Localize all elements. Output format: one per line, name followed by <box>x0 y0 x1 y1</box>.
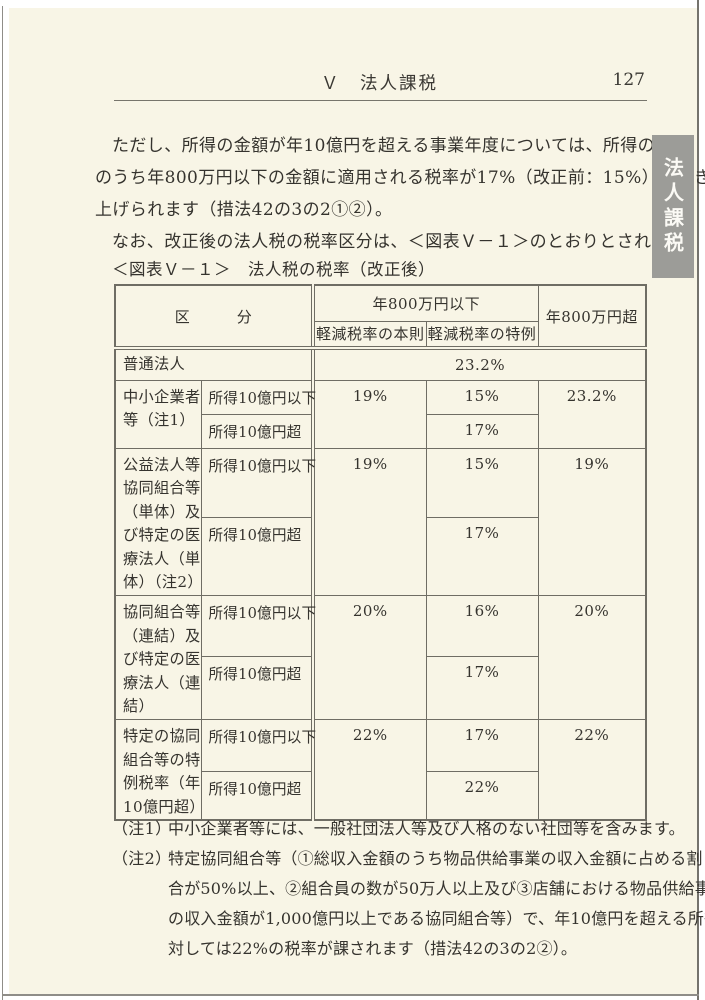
footnote-line: 合が50%以上、②組合員の数が50万人以上及び③店舗における物品供給事業 <box>168 879 705 898</box>
rate-kyodo-over8m: 20% <box>537 595 647 721</box>
rate-futsu-all: 23.2% <box>311 347 647 381</box>
footnotes: （注1） 中小企業者等には、一般社団法人等及び人格のない社団等を含みます。 （注… <box>112 814 705 964</box>
subrow-chusho-low: 所得10億円以下 <box>200 379 316 415</box>
column-header-under8m: 年800万円以下 <box>311 284 539 322</box>
figure-caption: ＜図表Ｖ－１＞ 法人税の税率（改正後） <box>112 260 435 279</box>
rate-koeki-special-high: 17% <box>425 517 539 597</box>
rate-tokutei-principle: 22% <box>311 719 427 821</box>
rate-chusho-principle: 19% <box>311 379 427 449</box>
paragraph-line: なお、改正後の法人税の税率区分は、＜図表Ｖ－１＞のとおりとされます。 <box>112 232 702 252</box>
category-koeki-hojin: 公益法人等協同組合等（単体）及び特定の医療法人（単体）（注2） <box>114 447 203 597</box>
footnote-2: （注2） 特定協同組合等（①総収入金額のうち物品供給事業の収入金額に占める割 合… <box>112 844 705 964</box>
footnote-1: （注1） 中小企業者等には、一般社団法人等及び人格のない社団等を含みます。 <box>112 814 685 844</box>
rate-kyodo-special-low: 16% <box>425 595 539 657</box>
footnote-line: 中小企業者等には、一般社団法人等及び人格のない社団等を含みます。 <box>168 819 685 838</box>
paragraph-line: のうち年800万円以下の金額に適用される税率が17%（改正前：15%）に引き <box>95 168 705 188</box>
rate-chusho-special-high: 17% <box>425 413 539 449</box>
rate-chusho-special-low: 15% <box>425 379 539 415</box>
footnote-line: の収入金額が1,000億円以上である協同組合等）で、年10億円を超える所得に <box>168 909 705 928</box>
paragraph-line: ただし、所得の金額が年10億円を超える事業年度については、所得の金額 <box>112 136 690 156</box>
chapter-title: Ｖ 法人課税 <box>321 74 438 94</box>
subrow-chusho-high: 所得10億円超 <box>200 413 314 449</box>
footnote-line: 対しては22%の税率が課されます（措法42の3の2②）。 <box>168 939 578 958</box>
category-tokutei-kyodo: 特定の協同組合等の特例税率（年10億円超） <box>114 719 205 821</box>
footnote-label: （注2） <box>112 849 172 868</box>
column-header-category: 区 分 <box>114 284 314 350</box>
rate-koeki-special-low: 15% <box>425 447 539 519</box>
chapter-side-tab: 法人課税 <box>652 135 694 278</box>
page-header: Ｖ 法人課税 127 <box>114 70 645 94</box>
body-text: ただし、所得の金額が年10億円を超える事業年度については、所得の金額 のうち年8… <box>95 130 705 258</box>
header-rule <box>114 100 647 101</box>
subrow-tokutei-high: 所得10億円超 <box>200 770 314 821</box>
page-number: 127 <box>612 70 645 90</box>
rate-chusho-over8m: 23.2% <box>537 379 647 449</box>
scan-frame-right <box>697 0 699 1000</box>
rate-kyodo-principle: 20% <box>311 595 427 721</box>
rate-tokutei-special-high: 22% <box>425 770 539 821</box>
column-header-principle-rate: 軽減税率の本則 <box>311 320 427 350</box>
column-header-over8m: 年800万円超 <box>537 284 647 350</box>
rate-koeki-principle: 19% <box>311 447 427 597</box>
rate-koeki-over8m: 19% <box>537 447 647 597</box>
subrow-koeki-high: 所得10億円超 <box>200 517 314 597</box>
paragraph-line: 上げられます（措法42の3の2①②）。 <box>95 200 393 220</box>
scan-frame-bottom <box>2 994 699 996</box>
tax-rate-table: 区 分 年800万円以下 年800万円超 軽減税率の本則 軽減税率の特例 普通法… <box>114 284 648 822</box>
subrow-kyodo-high: 所得10億円超 <box>200 655 314 721</box>
subrow-tokutei-low: 所得10億円以下 <box>200 719 316 772</box>
rate-tokutei-over8m: 22% <box>537 719 647 821</box>
footnote-label: （注1） <box>112 819 172 838</box>
scan-frame-left <box>2 6 3 1000</box>
column-header-special-rate: 軽減税率の特例 <box>425 320 539 350</box>
category-kyodo-renketsu: 協同組合等（連結）及び特定の医療法人（連結） <box>114 595 202 721</box>
subrow-kyodo-low: 所得10億円以下 <box>200 595 316 657</box>
subrow-koeki-low: 所得10億円以下 <box>200 447 316 519</box>
category-futsu-hojin: 普通法人 <box>114 347 314 381</box>
rate-kyodo-special-high: 17% <box>425 655 539 721</box>
category-chusho-kigyo: 中小企業者等（注1） <box>114 379 202 449</box>
document-page: Ｖ 法人課税 127 ただし、所得の金額が年10億円を超える事業年度については、… <box>9 8 705 994</box>
rate-tokutei-special-low: 17% <box>425 719 539 772</box>
footnote-line: 特定協同組合等（①総収入金額のうち物品供給事業の収入金額に占める割 <box>168 849 703 868</box>
